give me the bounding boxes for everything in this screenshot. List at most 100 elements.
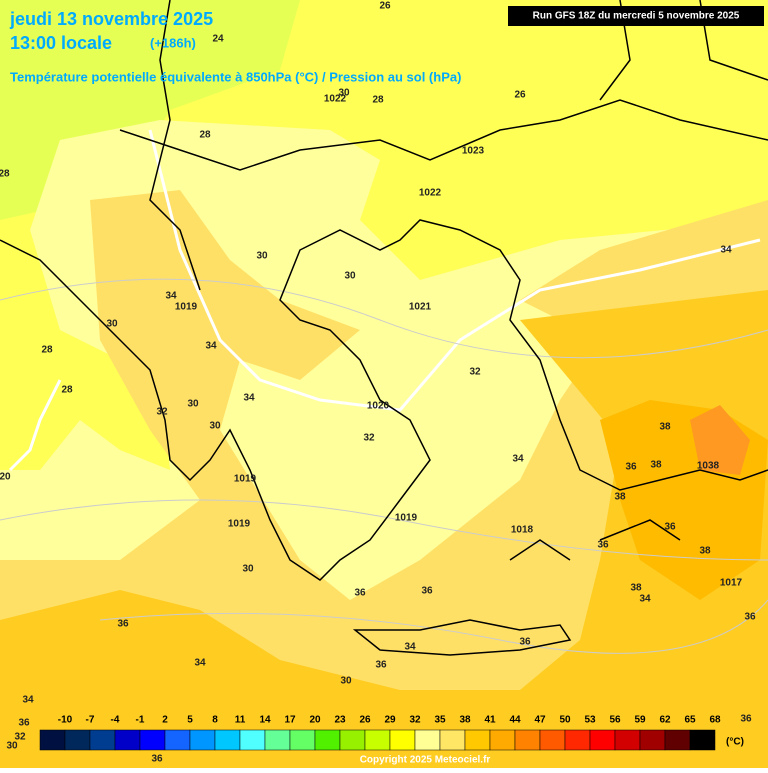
subtitle: Température potentielle équivalente à 85…	[10, 69, 461, 84]
map-label: 32	[14, 732, 26, 743]
map-label: 1019	[175, 302, 198, 313]
colorbar-cell	[564, 729, 591, 751]
map-label: 30	[242, 564, 254, 575]
colorbar-label: -10	[58, 715, 73, 726]
map-label: 1019	[228, 519, 251, 530]
map-label: 30	[106, 319, 118, 330]
colorbar-label: 65	[684, 715, 696, 726]
map-label: 1019	[395, 513, 418, 524]
colorbar-label: 47	[534, 715, 546, 726]
map-label: 36	[597, 540, 609, 551]
colorbar-label: 26	[359, 715, 371, 726]
colorbar-cell	[514, 729, 541, 751]
run-info: Run GFS 18Z du mercredi 5 novembre 2025	[533, 11, 740, 22]
map-label: 36	[421, 586, 433, 597]
colorbar-label: 8	[212, 715, 218, 726]
map-label: 30	[6, 741, 18, 752]
map-label: 30	[340, 676, 352, 687]
colorbar-cell	[464, 729, 491, 751]
colorbar-unit: (°C)	[726, 737, 744, 748]
map-label: 34	[243, 393, 255, 404]
colorbar-label: 23	[334, 715, 346, 726]
copyright: Copyright 2025 Meteociel.fr	[360, 755, 491, 766]
isotherms	[8, 129, 761, 472]
colorbar-label: 2	[162, 715, 168, 726]
map-label: 28	[372, 95, 384, 106]
map-label: 38	[650, 460, 662, 471]
colorbar-cell	[189, 729, 216, 751]
colorbar-label: 11	[235, 715, 246, 726]
map-label: 30	[338, 88, 350, 99]
map-label: 34	[720, 245, 732, 256]
colorbar-cell	[89, 729, 116, 751]
map-label: 34	[639, 594, 651, 605]
map-label: 28	[0, 169, 10, 180]
colorbar-label: 32	[409, 715, 421, 726]
colorbar-label: 56	[609, 715, 621, 726]
colorbar-cell	[239, 729, 266, 751]
colorbar-cell	[439, 729, 466, 751]
colorbar-cell	[389, 729, 416, 751]
map-label: 36	[354, 588, 366, 599]
map-label: 1019	[234, 474, 257, 485]
map-label: 28	[41, 345, 53, 356]
map-label: 34	[22, 695, 34, 706]
date: jeudi 13 novembre 2025	[9, 9, 213, 29]
map-label: 32	[363, 433, 375, 444]
map-label: 30	[256, 251, 268, 262]
colorbar-cell	[414, 729, 441, 751]
map-label: 1018	[511, 525, 534, 536]
map-label: 36	[375, 660, 387, 671]
colorbar-cell	[289, 729, 316, 751]
colorbar-cell	[264, 729, 291, 751]
map-label: 24	[212, 34, 224, 45]
map-label: 1022	[324, 94, 347, 105]
colorbar-label: 68	[709, 715, 721, 726]
field-hot-spot	[690, 405, 750, 475]
map-label: 30	[344, 271, 356, 282]
colorbar: -10 -7 -4 -1 2 5 8 11 14 17 20 23 26 29 32 35 38 41 44 47 50…	[39, 715, 721, 751]
field-orange	[0, 290, 768, 768]
colorbar-label: 17	[284, 715, 296, 726]
colorbar-cell	[664, 729, 691, 751]
map-label: 32	[156, 407, 168, 418]
map-label: 34	[512, 454, 524, 465]
map-label: 38	[699, 546, 711, 557]
map-label: 36	[18, 718, 30, 729]
colorbar-label: 29	[384, 715, 396, 726]
map-label: 1022	[419, 188, 442, 199]
map-label: 1023	[462, 146, 485, 157]
colorbar-label: 59	[634, 715, 646, 726]
map-label: 38	[630, 583, 642, 594]
map-label: 36	[744, 612, 756, 623]
colorbar-label: -4	[111, 715, 120, 726]
map-label: 26	[514, 90, 526, 101]
colorbar-label: 20	[309, 715, 321, 726]
colorbar-cell	[314, 729, 341, 751]
map-label: 34	[165, 291, 177, 302]
colorbar-cell	[214, 729, 241, 751]
map-label: 1020	[367, 401, 390, 412]
colorbar-label: 14	[259, 715, 271, 726]
colorbar-label: 62	[659, 715, 671, 726]
map-label: 28	[61, 385, 73, 396]
colorbar-cell	[689, 729, 716, 751]
map-label: 34	[194, 658, 206, 669]
map-label: 38	[614, 492, 626, 503]
colorbar-cell	[139, 729, 166, 751]
isobars	[0, 278, 768, 654]
map-label: 34	[404, 642, 416, 653]
map-label: 36	[740, 714, 752, 725]
map-label: 1021	[409, 302, 432, 313]
colorbar-cell	[114, 729, 141, 751]
colorbar-cell	[39, 729, 66, 751]
colorbar-label: 44	[509, 715, 521, 726]
colorbar-cell	[539, 729, 566, 751]
map-label: 26	[379, 1, 391, 12]
colorbar-cell	[589, 729, 616, 751]
map-label: 1017	[720, 578, 743, 589]
map-label: 36	[664, 522, 676, 533]
colorbar-label: -7	[86, 715, 95, 726]
